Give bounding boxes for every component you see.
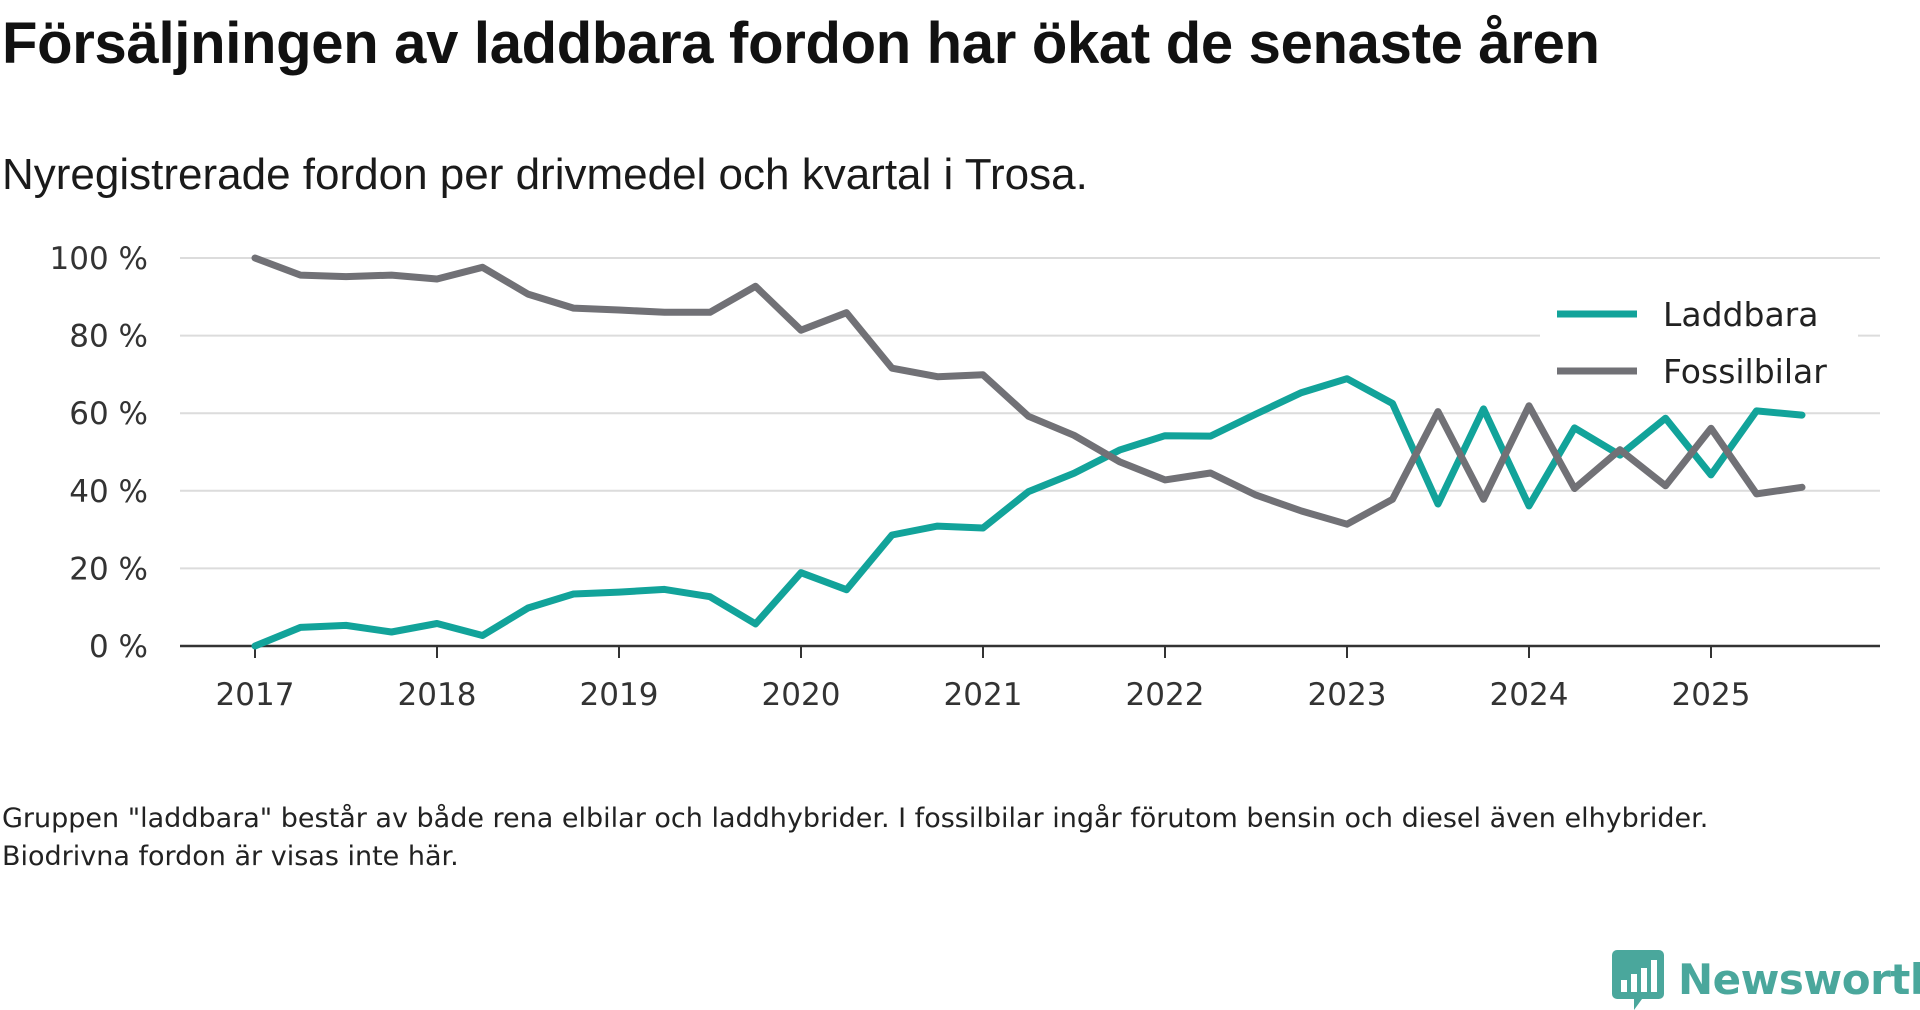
x-tick-label: 2018	[398, 677, 477, 713]
x-tick-label: 2021	[944, 677, 1023, 713]
series-line-fossilbilar	[251, 254, 1806, 528]
x-tick-label: 2024	[1490, 677, 1569, 713]
line-chart: 0 % 20 % 40 % 60 % 80 % 100 % 2017 2018 2019 202…	[50, 241, 1880, 713]
series-line-laddbara	[251, 375, 1806, 650]
x-tick-label: 2022	[1126, 677, 1205, 713]
y-tick-label: 20 %	[69, 551, 148, 587]
newsworthy-logo-icon	[1612, 950, 1664, 1010]
legend-label-fossilbilar: Fossilbilar	[1663, 352, 1827, 391]
y-tick-label: 60 %	[69, 396, 148, 432]
x-tick-label: 2023	[1308, 677, 1387, 713]
x-tick-label: 2017	[216, 677, 295, 713]
newsworthy-wordmark: Newsworthy	[1678, 955, 1920, 1004]
y-tick-label: 40 %	[69, 474, 148, 510]
x-tick-label: 2025	[1672, 677, 1751, 713]
legend-background	[1540, 283, 1858, 407]
legend-label-laddbara: Laddbara	[1663, 295, 1818, 334]
chart-title: Försäljningen av laddbara fordon har öka…	[2, 11, 1600, 76]
y-tick-label: 100 %	[50, 241, 148, 277]
series-lines	[251, 254, 1806, 650]
chart-subtitle: Nyregistrerade fordon per drivmedel och …	[2, 150, 1088, 199]
footnote: Gruppen "laddbara" består av både rena e…	[2, 803, 1709, 872]
y-tick-label: 80 %	[69, 319, 148, 355]
newsworthy-brand: Newsworthy	[1612, 950, 1920, 1010]
x-axis: 2017 2018 2019 2020 2021 2022 2023 2024 2025	[180, 644, 1880, 713]
x-tick-label: 2020	[762, 677, 841, 713]
y-tick-label: 0 %	[89, 629, 148, 665]
x-tick-label: 2019	[580, 677, 659, 713]
legend: Laddbara Fossilbilar	[1540, 283, 1858, 407]
